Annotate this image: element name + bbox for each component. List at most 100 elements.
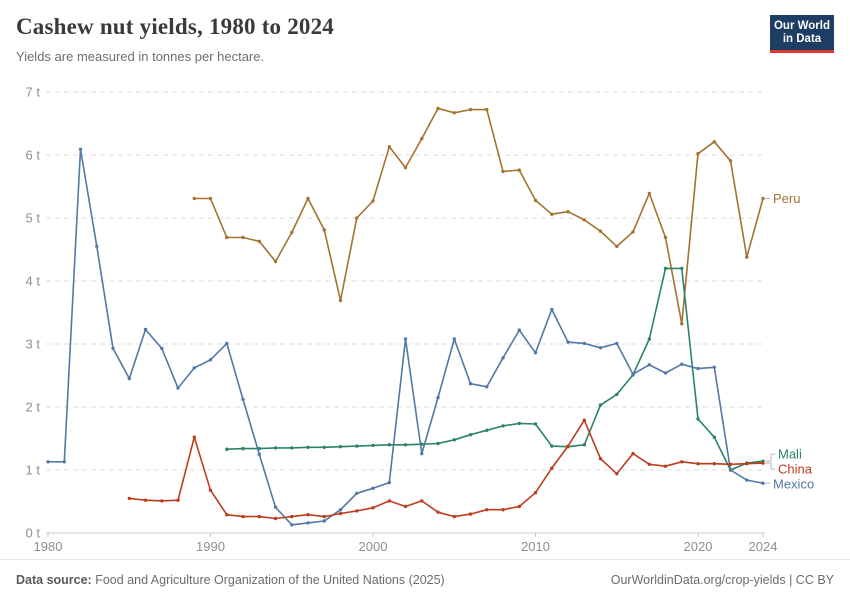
data-point xyxy=(306,445,310,449)
chart-header: Cashew nut yields, 1980 to 2024 Yields a… xyxy=(16,14,746,64)
data-point xyxy=(631,230,635,234)
data-point xyxy=(257,514,261,519)
attribution: OurWorldinData.org/crop-yields | CC BY xyxy=(611,573,834,587)
data-point xyxy=(598,346,603,350)
data-point xyxy=(290,523,294,527)
data-point xyxy=(761,461,765,465)
owid-logo[interactable]: Our World in Data xyxy=(770,15,834,53)
data-point xyxy=(371,486,375,490)
chart-footer: Data source: Food and Agriculture Organi… xyxy=(0,559,850,600)
data-point xyxy=(241,514,245,519)
label-connector xyxy=(765,462,775,470)
data-point xyxy=(192,196,196,201)
data-point xyxy=(533,351,538,355)
data-point xyxy=(371,199,375,203)
data-point xyxy=(647,363,651,367)
data-point xyxy=(322,514,326,519)
data-point xyxy=(95,244,99,249)
label-connector xyxy=(765,453,775,462)
data-point xyxy=(728,468,733,472)
data-point xyxy=(598,229,603,233)
data-point xyxy=(208,488,213,492)
data-point xyxy=(62,460,66,464)
data-point xyxy=(338,298,343,303)
data-point xyxy=(257,452,261,456)
data-point xyxy=(696,366,700,371)
data-point xyxy=(338,508,343,512)
x-tick-label: 2020 xyxy=(684,539,713,554)
owid-url-link[interactable]: OurWorldinData.org/crop-yields xyxy=(610,573,786,587)
data-point xyxy=(468,107,473,112)
data-point xyxy=(485,508,489,512)
data-point xyxy=(111,346,115,351)
data-point xyxy=(696,462,700,466)
data-point xyxy=(436,395,440,400)
data-point xyxy=(712,462,716,466)
data-point xyxy=(143,498,148,502)
x-tick-label: 2024 xyxy=(749,539,778,554)
series-label-peru[interactable]: Peru xyxy=(773,191,800,206)
data-point xyxy=(176,498,180,502)
x-tick-label: 1980 xyxy=(34,539,63,554)
data-point xyxy=(306,513,310,517)
data-point xyxy=(680,322,684,326)
x-tick-label: 2010 xyxy=(521,539,550,554)
data-point xyxy=(355,216,359,220)
x-tick-label: 1990 xyxy=(196,539,225,554)
series-mexico[interactable] xyxy=(46,147,765,527)
data-point xyxy=(306,521,310,525)
data-point xyxy=(533,198,538,203)
data-point xyxy=(533,491,538,495)
series-mali[interactable] xyxy=(225,266,765,472)
y-tick-label: 5 t xyxy=(26,211,41,226)
data-point xyxy=(696,152,700,156)
attribution-separator: | xyxy=(785,573,796,587)
series-label-china[interactable]: China xyxy=(778,462,813,477)
series-label-mali[interactable]: Mali xyxy=(778,447,802,462)
data-point xyxy=(485,385,489,389)
data-point xyxy=(566,340,570,344)
data-point xyxy=(127,496,131,501)
y-axis-labels: 0 t 1 t 2 t 3 t 4 t 5 t 6 t 7 t xyxy=(26,85,41,541)
data-point xyxy=(257,239,261,243)
data-point xyxy=(273,516,278,521)
data-point xyxy=(712,365,716,369)
data-point xyxy=(517,504,521,509)
data-point xyxy=(647,337,651,341)
data-point xyxy=(78,147,83,151)
data-point xyxy=(403,443,408,447)
data-point xyxy=(225,341,229,346)
data-point xyxy=(615,392,619,397)
data-point xyxy=(712,435,716,439)
data-point xyxy=(420,499,424,503)
data-point xyxy=(322,228,326,232)
x-tick-label: 2000 xyxy=(359,539,388,554)
data-point xyxy=(355,444,359,448)
data-point xyxy=(485,107,489,112)
data-point xyxy=(615,472,619,476)
data-point xyxy=(647,462,651,466)
data-point xyxy=(566,444,570,448)
data-point xyxy=(745,462,749,466)
y-tick-label: 2 t xyxy=(26,400,41,415)
data-point xyxy=(290,446,294,450)
series-china[interactable] xyxy=(127,418,765,521)
data-point xyxy=(273,505,278,509)
data-source-label: Data source: xyxy=(16,573,92,587)
data-point xyxy=(436,441,440,446)
data-point xyxy=(550,444,554,448)
data-point xyxy=(468,433,473,437)
data-point xyxy=(745,478,749,482)
y-tick-label: 4 t xyxy=(26,274,41,289)
data-point xyxy=(225,447,229,451)
series-label-mexico[interactable]: Mexico xyxy=(773,477,814,492)
data-point xyxy=(208,358,213,362)
data-point xyxy=(680,460,684,464)
data-point xyxy=(225,235,229,240)
series-peru[interactable] xyxy=(192,106,765,326)
data-point xyxy=(143,327,148,332)
license-label: CC BY xyxy=(795,573,834,587)
data-point xyxy=(355,509,359,513)
